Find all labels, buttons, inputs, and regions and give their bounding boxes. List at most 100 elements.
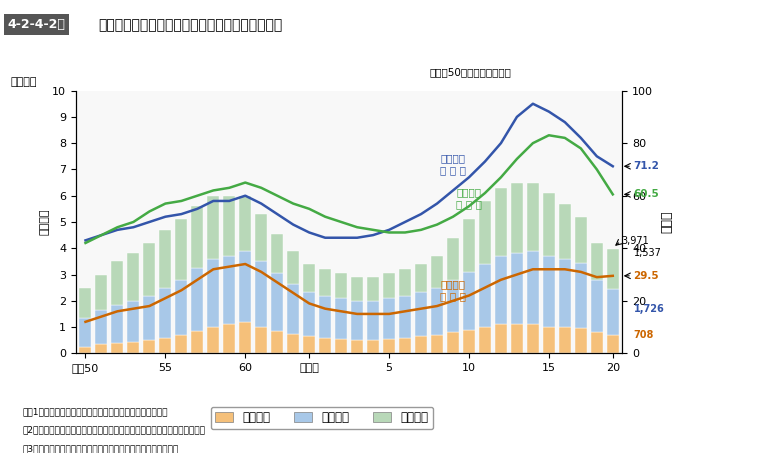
Bar [96,310,108,344]
Bar [320,337,331,353]
Bar [128,342,140,353]
Bar [143,340,156,353]
Bar [559,203,571,259]
Bar [207,196,219,259]
Bar [351,277,363,301]
Text: 71.2: 71.2 [634,161,660,171]
Bar [527,251,539,324]
Bar [447,238,459,280]
Bar [255,214,267,261]
Bar [351,340,363,353]
Bar [351,301,363,340]
Bar [128,254,140,301]
Bar [159,230,172,288]
Bar [511,254,523,324]
Bar [606,335,619,353]
Text: 3,971: 3,971 [622,236,650,246]
Bar [527,324,539,353]
Bar [399,295,411,337]
Bar [495,324,507,353]
Bar [287,251,299,284]
Bar [159,337,172,353]
Bar [112,261,124,305]
Bar [239,251,251,322]
Bar [383,298,395,339]
Bar [511,183,523,254]
Text: 29.5: 29.5 [634,271,659,281]
Text: 4-2-4-2図: 4-2-4-2図 [8,18,65,31]
Y-axis label: 入院者数: 入院者数 [39,209,49,235]
Bar [191,331,203,353]
Bar [495,256,507,324]
Bar [495,188,507,256]
Text: 60.5: 60.5 [634,189,660,199]
Bar [175,335,187,353]
Bar [431,256,443,288]
Bar [543,193,555,256]
Bar [320,295,331,337]
Y-axis label: 人口比: 人口比 [660,211,673,233]
Bar [511,324,523,353]
Bar [271,273,283,331]
Bar [303,264,315,292]
Bar [143,295,156,340]
Bar [239,322,251,353]
Bar [575,217,587,263]
Bar [606,249,619,289]
Bar [463,272,475,330]
Text: 1,726: 1,726 [634,304,664,313]
Bar [559,327,571,353]
Bar [335,298,347,339]
Text: （昭和50年～平成２０年）: （昭和50年～平成２０年） [430,67,512,77]
Bar [591,243,603,280]
Bar [575,263,587,328]
Bar [543,256,555,327]
Text: 年長少年
人 口 比: 年長少年 人 口 比 [456,187,482,209]
Bar [207,259,219,327]
Bar [543,327,555,353]
Bar [320,269,331,295]
Bar [479,264,491,327]
Bar [415,264,427,292]
Text: 中間少年
人 口 比: 中間少年 人 口 比 [440,153,466,175]
Bar [447,280,459,333]
Bar [367,301,379,340]
Bar [559,259,571,327]
Bar [287,333,299,353]
Bar [575,328,587,353]
Bar [415,336,427,353]
Bar [96,344,108,353]
Bar [431,288,443,335]
Bar [239,196,251,251]
Bar [383,339,395,353]
Text: 年少少年
人 口 比: 年少少年 人 口 比 [440,279,466,301]
Bar [367,340,379,353]
Bar [223,324,235,353]
Text: 2　平成２０年の「年少少年」の人員には，１３歳の者（２人）を含む。: 2 平成２０年の「年少少年」の人員には，１３歳の者（２人）を含む。 [23,426,206,435]
Bar [399,269,411,295]
Bar [80,318,92,347]
Bar [255,327,267,353]
Text: 708: 708 [634,330,654,340]
Bar [175,280,187,335]
Bar [383,273,395,298]
Bar [415,292,427,336]
Bar [367,277,379,301]
Bar [335,273,347,298]
Bar [399,337,411,353]
Bar [191,268,203,331]
Bar [606,289,619,335]
Bar [303,292,315,336]
Bar [591,333,603,353]
Bar [287,284,299,333]
Bar [112,305,124,343]
Bar [463,219,475,272]
Bar [591,280,603,333]
Bar [96,275,108,310]
Bar [207,327,219,353]
Bar [255,261,267,327]
Bar [447,333,459,353]
Bar [303,336,315,353]
Text: 少年院入院者の人員・人口比の推移（年齢層別）: 少年院入院者の人員・人口比の推移（年齢層別） [99,18,283,32]
Bar [80,347,92,353]
